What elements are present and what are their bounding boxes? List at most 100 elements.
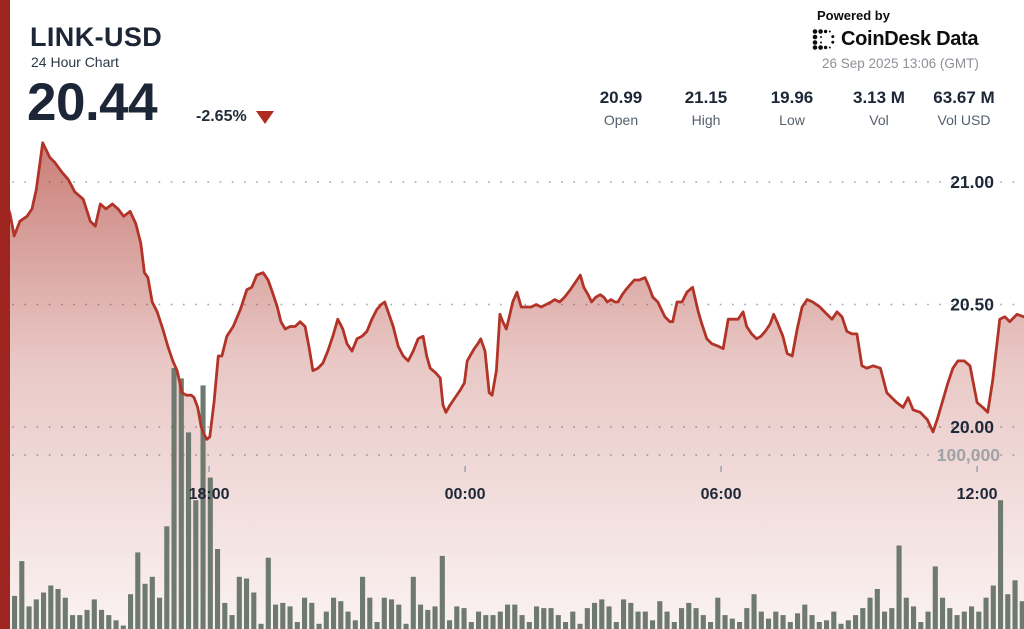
volume-bar: [186, 432, 192, 629]
volume-bar: [744, 608, 750, 629]
volume-bar: [671, 622, 677, 629]
volume-bar: [497, 611, 503, 629]
volume-bar: [476, 611, 482, 629]
volume-bar: [642, 611, 648, 629]
volume-bar: [120, 625, 126, 629]
volume-bar: [592, 602, 598, 629]
provider-block: Powered by CoinDesk Data 26 Sep 2025 13:…: [812, 8, 1017, 71]
volume-bar: [222, 602, 228, 629]
volume-bar: [294, 622, 300, 629]
volume-bar: [309, 602, 315, 629]
volume-bar: [729, 618, 735, 629]
volume-bar: [84, 609, 90, 629]
volume-bar: [352, 620, 358, 629]
chart-timestamp: 26 Sep 2025 13:06 (GMT): [822, 56, 979, 71]
volume-bar: [389, 599, 395, 629]
volume-bar: [940, 597, 946, 629]
current-price: 20.44: [27, 73, 158, 132]
volume-bar: [860, 608, 866, 629]
volume-bar: [824, 620, 830, 629]
volume-bar: [33, 599, 39, 629]
volume-bar: [599, 599, 605, 629]
volume-bar: [207, 477, 213, 629]
powered-by-label: Powered by: [817, 8, 890, 23]
volume-bar: [26, 606, 32, 629]
volume-bar: [889, 608, 895, 629]
volume-bar: [106, 615, 112, 629]
volume-bar: [236, 576, 242, 629]
volume-bar: [425, 609, 431, 629]
volume-bar: [381, 597, 387, 629]
volume-bar: [490, 615, 496, 629]
stat-open-value: 20.99: [599, 88, 643, 107]
volume-bar: [454, 606, 460, 629]
volume-axis-label: 100,000: [937, 445, 1001, 465]
volume-bar: [621, 599, 627, 629]
price-line: [0, 141, 1024, 441]
volume-bar: [512, 604, 518, 629]
volume-bar: [468, 622, 474, 629]
volume-bar: [287, 606, 293, 629]
volume-bar: [947, 608, 953, 629]
volume-bar: [113, 620, 119, 629]
volume-bar: [374, 622, 380, 629]
volume-bar: [787, 622, 793, 629]
volume-bar: [99, 609, 105, 629]
volume-bar: [541, 608, 547, 629]
volume-bar: [693, 608, 699, 629]
left-accent-strip: [0, 0, 10, 629]
volume-bar: [809, 615, 815, 629]
volume-bar: [505, 604, 511, 629]
volume-bar: [164, 526, 170, 629]
volume-bar: [41, 592, 47, 629]
volume-bar: [461, 608, 467, 629]
volume-bar: [251, 592, 257, 629]
volume-bar: [91, 599, 97, 629]
stat-low-label: Low: [779, 112, 805, 128]
price-down-triangle-icon: [255, 110, 274, 124]
volume-bar: [555, 615, 561, 629]
volume-bar: [338, 601, 344, 629]
volume-bar: [613, 622, 619, 629]
volume-bar: [867, 597, 873, 629]
volume-bar: [302, 597, 308, 629]
volume-bar: [1012, 580, 1018, 629]
stat-vol: 3.13 M Vol: [814, 88, 944, 128]
volume-bar: [410, 576, 416, 629]
volume-bar: [976, 611, 982, 629]
volume-bar: [751, 594, 757, 629]
volume-bar: [534, 606, 540, 629]
volume-bar: [135, 552, 141, 629]
volume-bar: [244, 578, 250, 629]
chart-period-subtitle: 24 Hour Chart: [31, 54, 119, 70]
volume-bar: [526, 622, 532, 629]
stat-low-value: 19.96: [770, 88, 814, 107]
volume-bar: [679, 608, 685, 629]
x-axis-label: 12:00: [957, 486, 998, 503]
volume-bar: [258, 623, 264, 629]
volume-bar: [70, 615, 76, 629]
volume-bar: [983, 597, 989, 629]
volume-bar: [606, 606, 612, 629]
volume-bar: [142, 583, 148, 629]
volume-bar: [795, 613, 801, 629]
volume-bar: [229, 615, 235, 629]
volume-bar: [149, 576, 155, 629]
price-volume-chart: 18:00 00:00 06:00 12:00 21.00 20.50 20.00 100,0…: [0, 141, 1024, 629]
volume-bar: [954, 615, 960, 629]
volume-bar: [345, 611, 351, 629]
stat-open: 20.99 Open: [556, 88, 686, 128]
volume-bar: [1005, 594, 1011, 629]
volume-bar: [635, 611, 641, 629]
stat-open-label: Open: [603, 112, 639, 128]
stat-vol-label: Vol: [869, 112, 889, 128]
volume-bar: [961, 611, 967, 629]
volume-bar: [48, 585, 54, 629]
stat-high-label: High: [691, 112, 721, 128]
volume-bar: [403, 623, 409, 629]
volume-bar: [55, 589, 61, 629]
volume-bar: [715, 597, 721, 629]
volume-bar: [737, 622, 743, 629]
volume-bar: [650, 620, 656, 629]
volume-bar: [519, 615, 525, 629]
